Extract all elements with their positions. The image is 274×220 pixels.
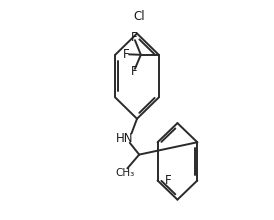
Text: F: F — [130, 31, 137, 44]
Text: Cl: Cl — [133, 10, 145, 23]
Text: HN: HN — [116, 132, 134, 145]
Text: F: F — [123, 48, 130, 61]
Text: F: F — [130, 65, 137, 78]
Text: F: F — [165, 174, 171, 187]
Text: CH₃: CH₃ — [115, 168, 134, 178]
